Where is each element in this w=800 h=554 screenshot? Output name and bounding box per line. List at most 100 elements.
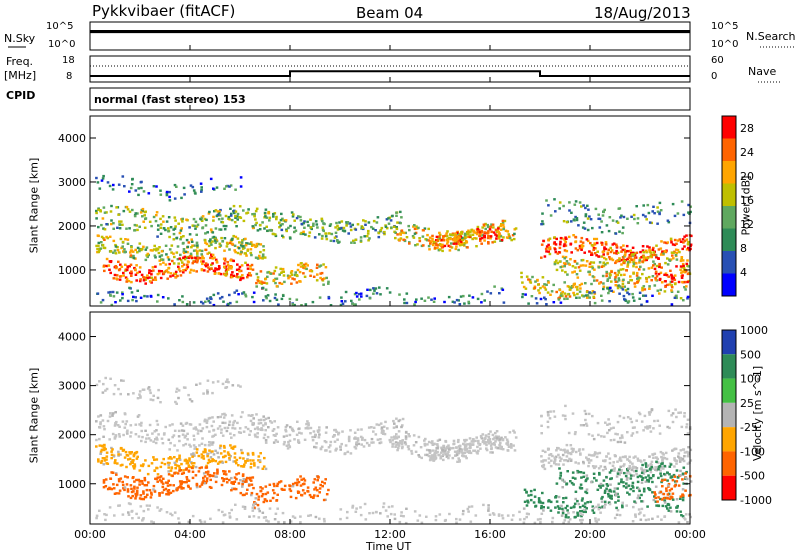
range-gate-cell	[99, 423, 102, 426]
range-gate-cell	[200, 483, 204, 486]
range-gate-cell	[470, 443, 473, 446]
range-gate-cell	[95, 438, 98, 442]
range-gate-cell	[671, 479, 675, 482]
range-gate-cell	[487, 234, 490, 238]
range-gate-cell	[682, 516, 686, 520]
range-gate-cell	[253, 214, 256, 217]
range-gate-cell	[534, 297, 538, 300]
range-gate-cell	[177, 222, 180, 225]
range-gate-cell	[655, 264, 659, 268]
range-gate-cell	[183, 258, 187, 261]
range-gate-cell	[136, 415, 140, 418]
range-gate-cell	[631, 467, 635, 470]
range-gate-cell	[324, 235, 328, 238]
range-gate-cell	[267, 520, 270, 523]
range-gate-cell	[312, 224, 315, 227]
range-gate-cell	[155, 458, 159, 461]
range-gate-cell	[588, 250, 591, 253]
range-gate-cell	[668, 259, 672, 262]
range-gate-cell	[125, 268, 129, 272]
range-gate-cell	[304, 427, 308, 430]
range-gate-cell	[187, 393, 190, 397]
range-gate-cell	[335, 430, 338, 433]
range-gate-cell	[542, 239, 545, 243]
range-gate-cell	[126, 429, 129, 432]
range-gate-cell	[530, 295, 534, 298]
range-gate-cell	[533, 495, 537, 498]
range-gate-cell	[261, 221, 264, 224]
range-gate-cell	[557, 298, 561, 301]
range-gate-cell	[190, 256, 194, 260]
range-gate-cell	[283, 280, 286, 284]
range-gate-cell	[592, 261, 596, 264]
range-gate-cell	[661, 485, 664, 488]
range-gate-cell	[524, 293, 527, 296]
range-gate-cell	[553, 459, 557, 462]
range-gate-cell	[685, 285, 688, 288]
range-gate-cell	[229, 301, 232, 305]
range-gate-cell	[632, 258, 636, 261]
range-gate-cell	[180, 235, 183, 239]
velocity-colorbar-swatch	[722, 378, 736, 403]
range-gate-cell	[175, 489, 178, 492]
range-gate-cell	[341, 229, 345, 232]
range-gate-cell	[378, 286, 381, 289]
range-gate-cell	[168, 424, 172, 427]
range-gate-cell	[99, 461, 103, 464]
range-gate-cell	[277, 303, 280, 306]
range-gate-cell	[234, 210, 238, 213]
range-gate-cell	[348, 222, 352, 225]
range-gate-cell	[540, 424, 543, 427]
range-gate-cell	[397, 444, 401, 447]
range-gate-cell	[622, 278, 625, 281]
power-colorbar-tick: 4	[740, 266, 747, 279]
range-gate-cell	[617, 279, 621, 282]
range-gate-cell	[245, 480, 248, 483]
range-gate-cell	[198, 519, 202, 522]
range-gate-cell	[204, 224, 208, 227]
range-gate-cell	[600, 231, 604, 234]
range-gate-cell	[271, 496, 275, 500]
range-gate-cell	[425, 515, 428, 518]
range-gate-cell	[178, 466, 181, 470]
range-gate-cell	[401, 439, 404, 442]
range-gate-cell	[652, 474, 655, 477]
range-gate-cell	[505, 438, 509, 441]
range-gate-cell	[609, 483, 612, 486]
range-gate-cell	[237, 472, 241, 475]
range-gate-cell	[463, 440, 467, 443]
range-gate-cell	[627, 281, 630, 284]
range-gate-cell	[594, 517, 597, 520]
range-gate-cell	[189, 445, 192, 448]
range-gate-cell	[159, 226, 163, 229]
range-gate-cell	[249, 430, 252, 433]
range-gate-cell	[182, 235, 185, 238]
range-gate-cell	[182, 248, 186, 251]
range-gate-cell	[629, 249, 632, 252]
range-gate-cell	[631, 426, 635, 429]
range-gate-cell	[485, 443, 488, 447]
range-gate-cell	[644, 480, 648, 483]
range-gate-cell	[309, 274, 312, 277]
range-gate-cell	[97, 225, 100, 229]
range-gate-cell	[204, 448, 207, 452]
range-gate-cell	[542, 509, 545, 512]
range-gate-cell	[209, 297, 212, 300]
range-gate-cell	[579, 483, 583, 486]
range-gate-cell	[471, 438, 475, 441]
range-gate-cell	[187, 260, 190, 264]
range-gate-cell	[665, 457, 669, 461]
range-gate-cell	[572, 234, 575, 237]
range-gate-cell	[470, 505, 474, 508]
range-gate-cell	[439, 451, 443, 454]
range-gate-cell	[599, 482, 603, 486]
range-gate-cell	[264, 277, 268, 280]
range-gate-cell	[476, 452, 479, 455]
range-gate-cell	[207, 458, 211, 462]
range-gate-cell	[608, 300, 611, 303]
range-gate-cell	[656, 222, 659, 225]
range-gate-cell	[264, 439, 268, 442]
range-gate-cell	[253, 433, 257, 436]
range-gate-cell	[456, 235, 460, 238]
range-gate-cell	[588, 273, 592, 276]
